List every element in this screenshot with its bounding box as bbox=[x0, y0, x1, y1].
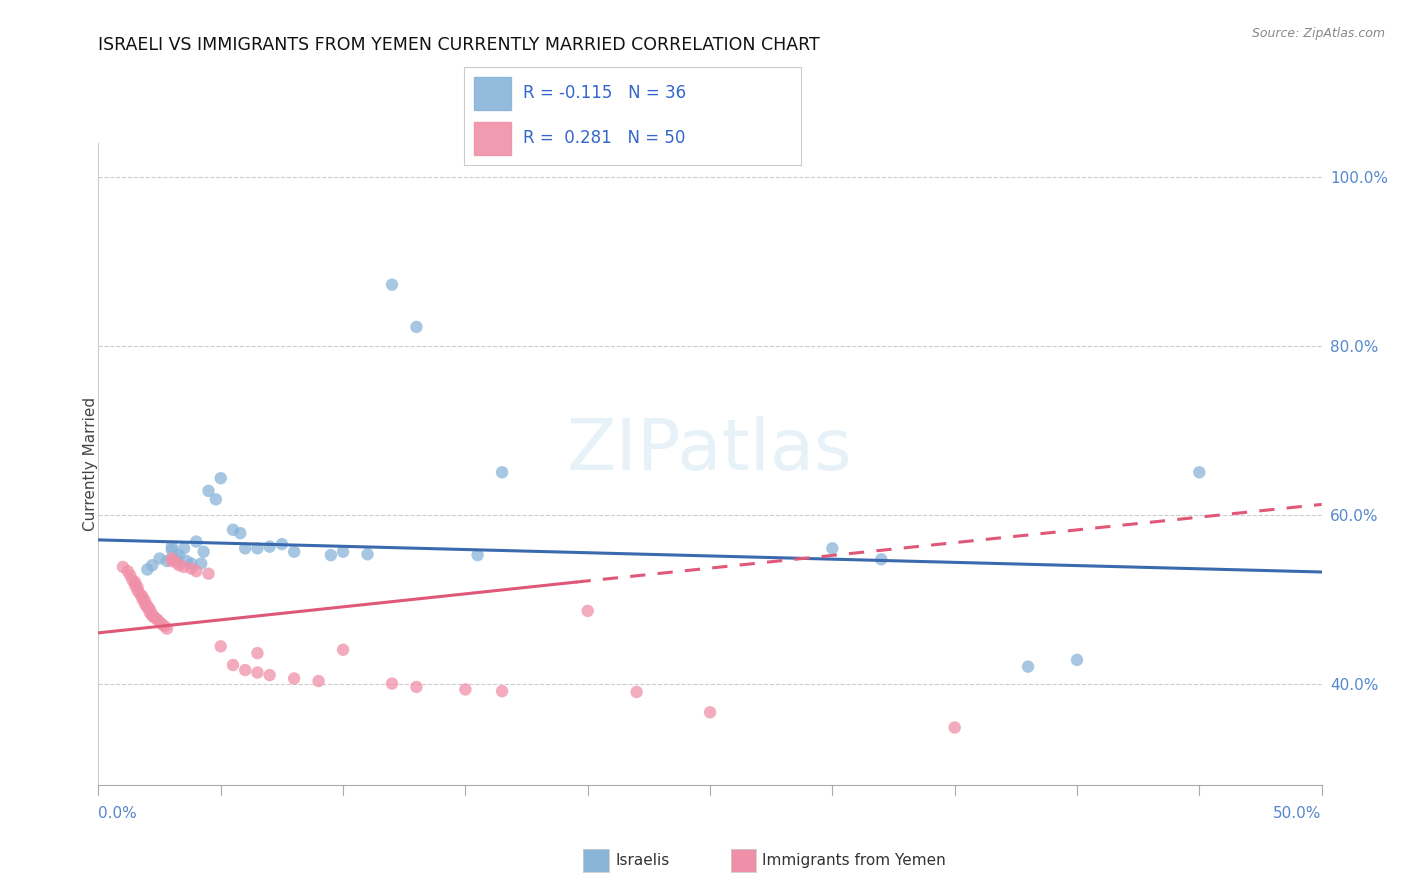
Point bbox=[270, 537, 294, 551]
Point bbox=[160, 540, 183, 554]
Point bbox=[143, 610, 166, 624]
Point bbox=[173, 541, 195, 556]
Point bbox=[186, 564, 208, 578]
Point bbox=[141, 558, 163, 573]
Text: Source: ZipAtlas.com: Source: ZipAtlas.com bbox=[1251, 27, 1385, 40]
Point bbox=[136, 562, 159, 576]
Point bbox=[180, 561, 202, 575]
Bar bbox=[474, 77, 512, 110]
Point bbox=[1188, 465, 1211, 479]
Point bbox=[381, 277, 404, 292]
Text: Immigrants from Yemen: Immigrants from Yemen bbox=[762, 854, 946, 868]
Point bbox=[186, 534, 208, 549]
Point bbox=[127, 583, 149, 598]
Point bbox=[1066, 653, 1088, 667]
Point bbox=[246, 541, 269, 556]
Point bbox=[136, 600, 159, 615]
Point bbox=[222, 657, 245, 672]
Y-axis label: Currently Married: Currently Married bbox=[83, 397, 97, 531]
Text: Israelis: Israelis bbox=[616, 854, 671, 868]
Point bbox=[233, 541, 256, 556]
Point bbox=[156, 554, 179, 568]
Point bbox=[246, 646, 269, 660]
Text: ISRAELI VS IMMIGRANTS FROM YEMEN CURRENTLY MARRIED CORRELATION CHART: ISRAELI VS IMMIGRANTS FROM YEMEN CURRENT… bbox=[98, 36, 820, 54]
Point bbox=[259, 668, 281, 682]
Point bbox=[283, 545, 305, 559]
Point bbox=[166, 556, 188, 570]
Point bbox=[821, 541, 844, 556]
Point bbox=[176, 554, 198, 568]
Point bbox=[229, 526, 252, 541]
Point bbox=[283, 672, 305, 686]
Point bbox=[332, 642, 354, 657]
Point bbox=[131, 590, 153, 604]
Point bbox=[173, 560, 195, 574]
Point bbox=[121, 574, 143, 588]
Point bbox=[139, 606, 162, 620]
Point bbox=[111, 560, 134, 574]
Point bbox=[136, 599, 159, 613]
Point bbox=[356, 547, 378, 561]
Point bbox=[166, 551, 188, 566]
Point bbox=[467, 548, 489, 562]
Point bbox=[246, 665, 269, 680]
Text: R =  0.281   N = 50: R = 0.281 N = 50 bbox=[523, 128, 685, 146]
Bar bbox=[474, 122, 512, 155]
Text: 0.0%: 0.0% bbox=[98, 805, 138, 821]
Point bbox=[156, 622, 179, 636]
Point bbox=[131, 592, 153, 607]
Point bbox=[117, 564, 139, 578]
Point bbox=[699, 706, 721, 720]
Point bbox=[1017, 659, 1039, 673]
Point bbox=[141, 607, 163, 622]
Point bbox=[870, 552, 893, 566]
Point bbox=[454, 682, 477, 697]
Point bbox=[197, 483, 219, 498]
Point bbox=[626, 685, 648, 699]
Point bbox=[205, 492, 228, 507]
Point bbox=[139, 602, 162, 616]
Point bbox=[190, 557, 212, 571]
Point bbox=[129, 587, 152, 601]
Point bbox=[167, 558, 190, 573]
Point bbox=[491, 465, 513, 479]
Point bbox=[134, 593, 156, 607]
Point bbox=[943, 721, 966, 735]
Point bbox=[233, 663, 256, 677]
Point bbox=[160, 543, 183, 558]
Point bbox=[576, 604, 599, 618]
Point bbox=[319, 548, 342, 562]
Text: R = -0.115   N = 36: R = -0.115 N = 36 bbox=[523, 85, 686, 103]
Point bbox=[141, 609, 163, 624]
Text: 50.0%: 50.0% bbox=[1274, 805, 1322, 821]
Point bbox=[193, 545, 215, 559]
Point bbox=[167, 548, 190, 562]
Point bbox=[405, 320, 427, 334]
Point bbox=[308, 673, 330, 688]
Point bbox=[124, 575, 146, 590]
Point bbox=[149, 615, 172, 629]
Point bbox=[222, 523, 245, 537]
Point bbox=[332, 545, 354, 559]
Point bbox=[405, 680, 427, 694]
Point bbox=[150, 617, 173, 632]
Text: ZIPatlas: ZIPatlas bbox=[567, 417, 853, 485]
Point bbox=[160, 554, 183, 568]
Point bbox=[149, 551, 172, 566]
Point bbox=[146, 612, 169, 626]
Point bbox=[197, 566, 219, 581]
Point bbox=[153, 619, 176, 633]
Point bbox=[160, 551, 183, 566]
Point bbox=[209, 640, 232, 654]
Point bbox=[491, 684, 513, 698]
Point bbox=[209, 471, 232, 485]
Point bbox=[127, 580, 149, 594]
Point bbox=[381, 676, 404, 690]
Point bbox=[120, 568, 142, 582]
Point bbox=[259, 540, 281, 554]
Point bbox=[180, 557, 202, 571]
Point bbox=[134, 597, 156, 611]
Point bbox=[124, 578, 146, 592]
